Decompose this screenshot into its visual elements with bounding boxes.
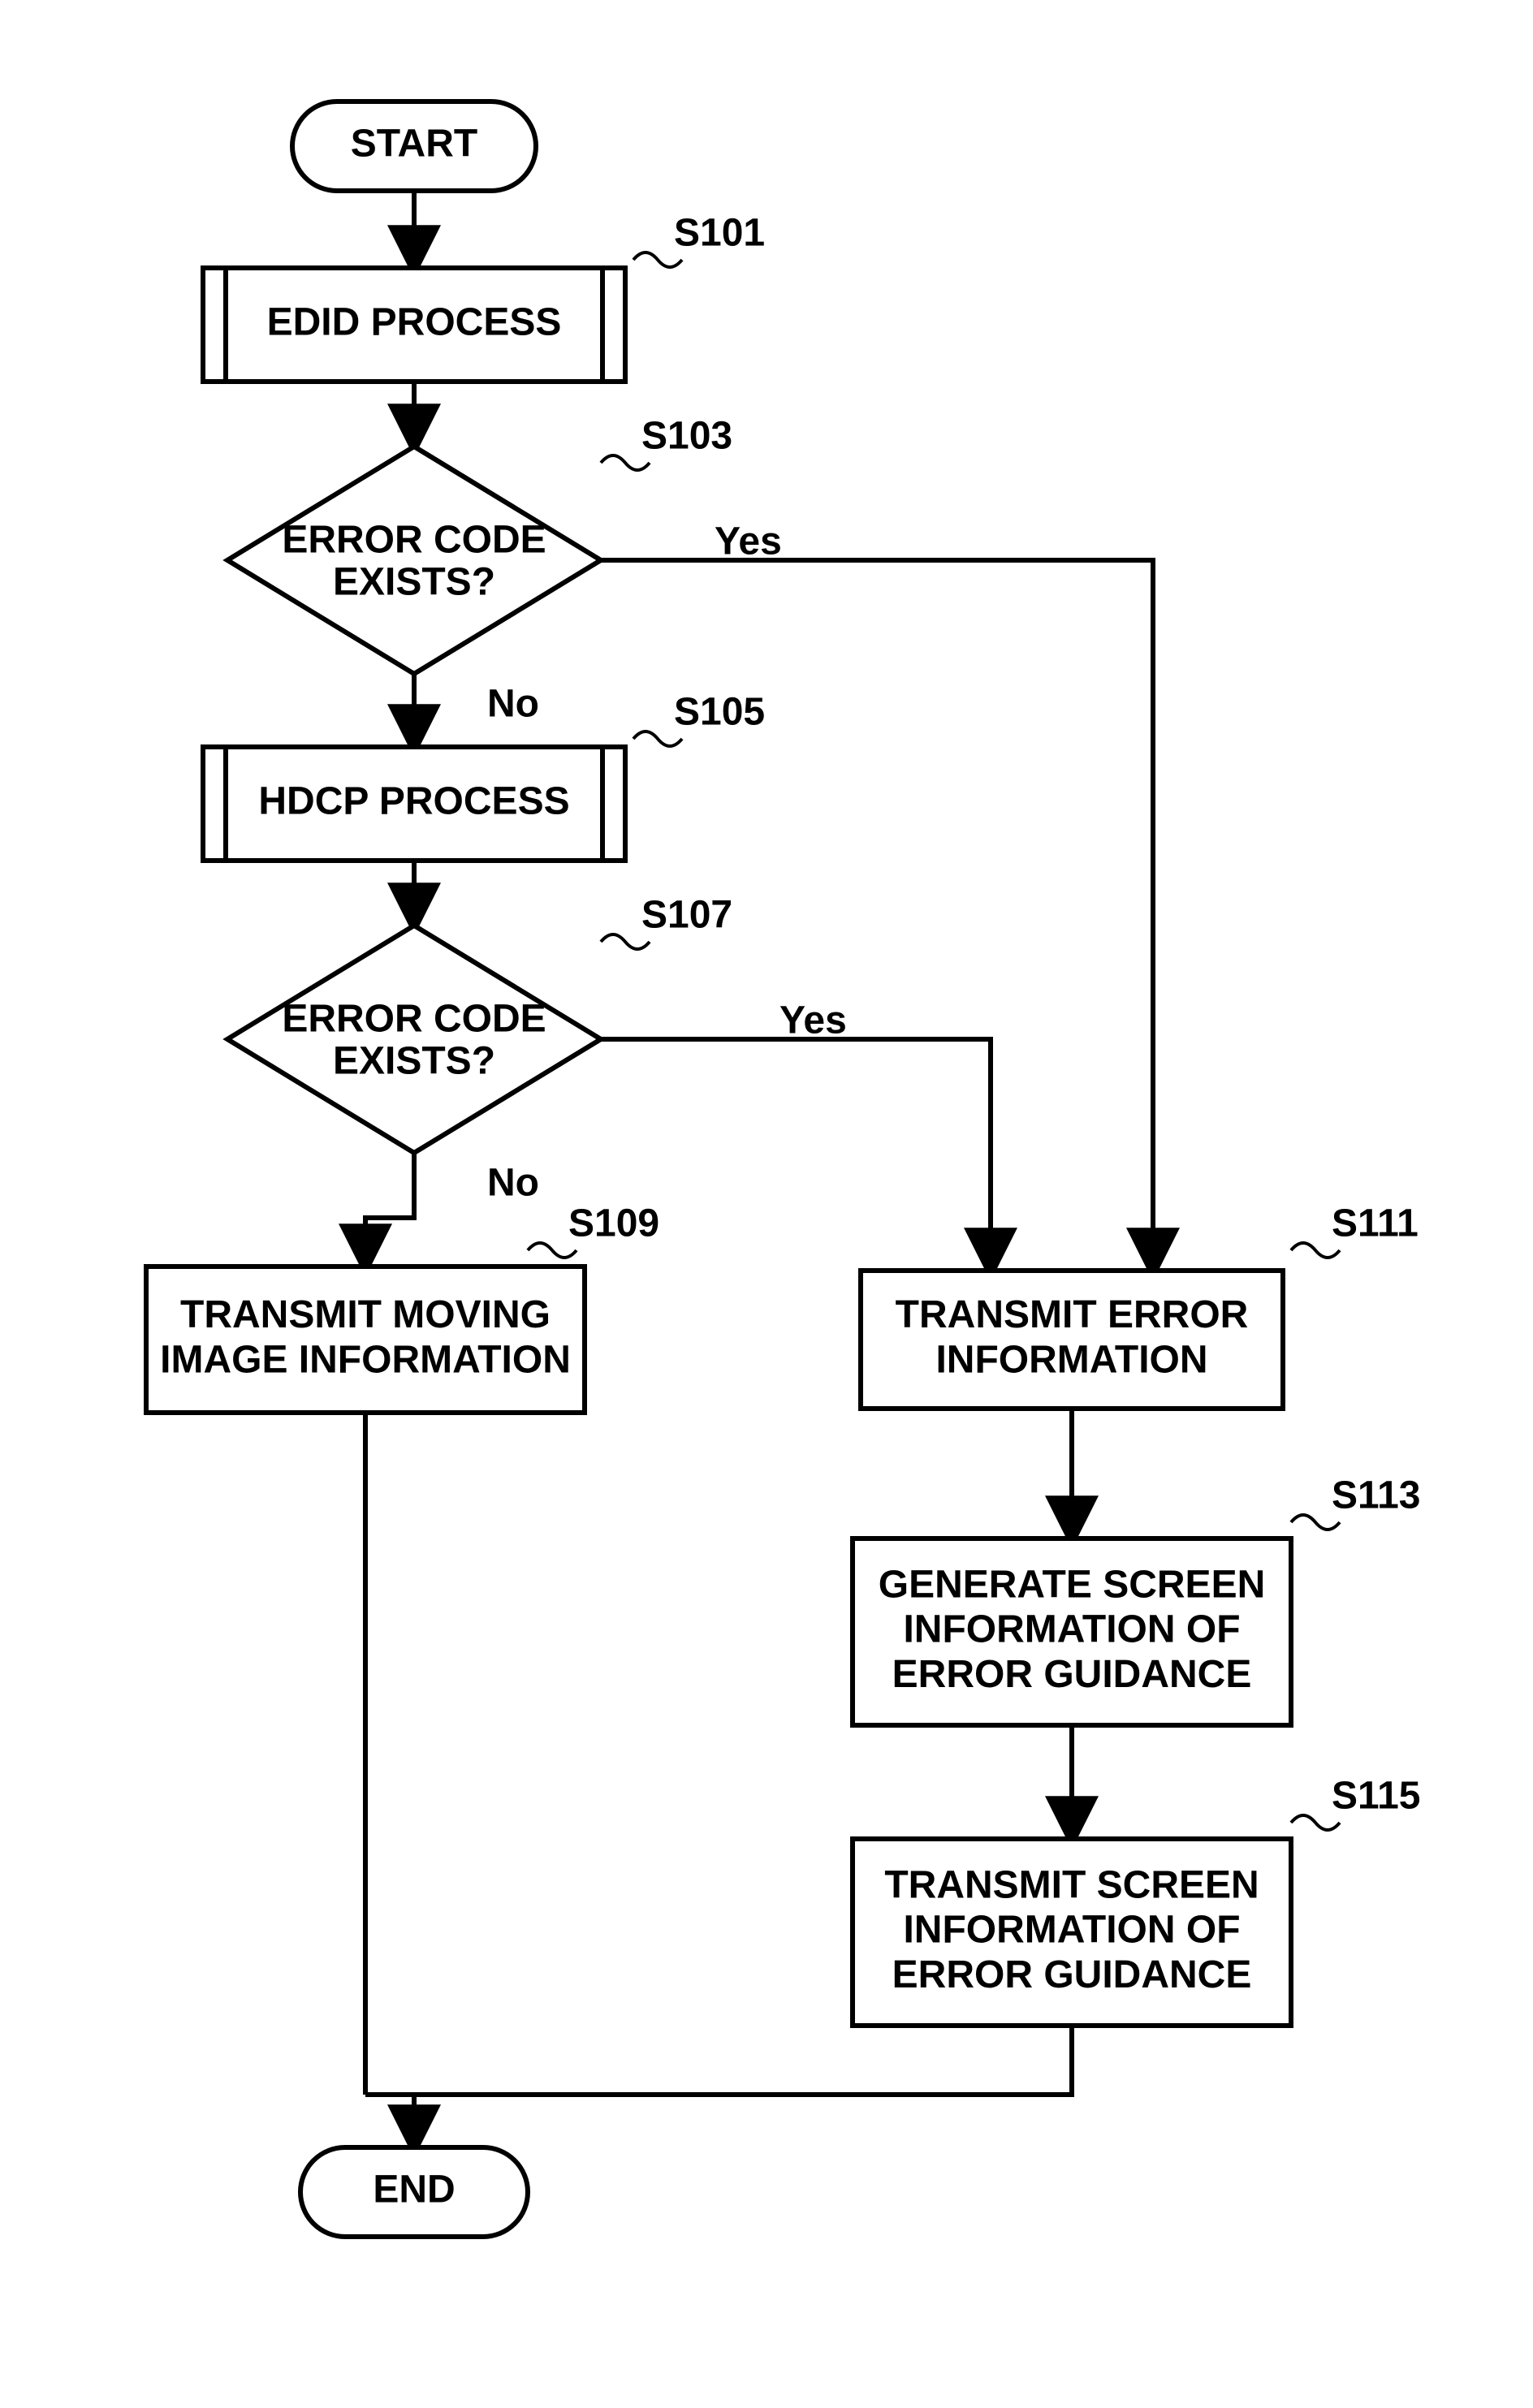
svg-text:INFORMATION: INFORMATION [935, 1338, 1207, 1381]
svg-text:ERROR GUIDANCE: ERROR GUIDANCE [892, 1653, 1252, 1696]
svg-text:Yes: Yes [715, 520, 782, 563]
svg-text:No: No [487, 1162, 539, 1205]
svg-text:END: END [373, 2168, 455, 2212]
svg-text:HDCP PROCESS: HDCP PROCESS [258, 780, 569, 823]
svg-text:ERROR GUIDANCE: ERROR GUIDANCE [892, 1953, 1252, 1996]
svg-text:INFORMATION OF: INFORMATION OF [903, 1909, 1240, 1952]
svg-text:S109: S109 [568, 1202, 659, 1245]
svg-text:S111: S111 [1332, 1202, 1419, 1245]
svg-text:S115: S115 [1332, 1775, 1420, 1818]
svg-text:TRANSMIT SCREEN: TRANSMIT SCREEN [884, 1863, 1259, 1906]
svg-text:EDID PROCESS: EDID PROCESS [267, 301, 562, 344]
svg-text:TRANSMIT MOVING: TRANSMIT MOVING [180, 1293, 551, 1336]
svg-text:START: START [351, 123, 477, 166]
svg-text:S105: S105 [674, 691, 765, 734]
svg-text:EXISTS?: EXISTS? [333, 1040, 495, 1083]
svg-text:TRANSMIT ERROR: TRANSMIT ERROR [896, 1293, 1249, 1336]
svg-text:EXISTS?: EXISTS? [333, 561, 495, 604]
svg-text:INFORMATION OF: INFORMATION OF [903, 1608, 1240, 1651]
svg-text:No: No [487, 683, 539, 726]
svg-text:S103: S103 [641, 415, 732, 458]
svg-text:ERROR CODE: ERROR CODE [282, 998, 546, 1041]
svg-text:S101: S101 [674, 212, 765, 255]
svg-text:ERROR CODE: ERROR CODE [282, 519, 546, 562]
svg-text:Yes: Yes [779, 999, 847, 1042]
svg-text:S107: S107 [641, 894, 732, 937]
svg-text:S113: S113 [1332, 1474, 1420, 1517]
svg-text:GENERATE SCREEN: GENERATE SCREEN [879, 1563, 1266, 1606]
svg-text:IMAGE INFORMATION: IMAGE INFORMATION [160, 1338, 571, 1381]
